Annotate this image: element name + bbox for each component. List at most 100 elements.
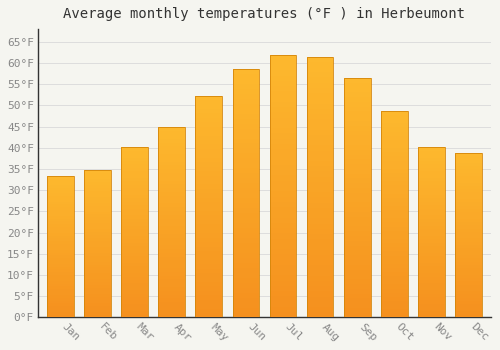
- Bar: [196, 256, 222, 260]
- Bar: [270, 233, 296, 239]
- Bar: [232, 258, 259, 263]
- Bar: [47, 238, 74, 241]
- Bar: [232, 69, 259, 74]
- Bar: [381, 144, 407, 148]
- Bar: [306, 119, 334, 125]
- Bar: [344, 97, 370, 102]
- Bar: [381, 214, 407, 218]
- Bar: [306, 125, 334, 130]
- Bar: [232, 119, 259, 124]
- Bar: [158, 230, 185, 234]
- Bar: [196, 238, 222, 242]
- Bar: [47, 179, 74, 182]
- Bar: [455, 288, 482, 291]
- Bar: [306, 177, 334, 182]
- Bar: [196, 109, 222, 113]
- Bar: [47, 298, 74, 301]
- Bar: [158, 131, 185, 135]
- Bar: [158, 299, 185, 302]
- Bar: [418, 158, 444, 161]
- Bar: [306, 77, 334, 83]
- Bar: [344, 255, 370, 260]
- Bar: [47, 222, 74, 224]
- Bar: [121, 297, 148, 301]
- Bar: [47, 247, 74, 250]
- Bar: [232, 208, 259, 213]
- Bar: [196, 105, 222, 109]
- Bar: [158, 184, 185, 188]
- Bar: [232, 273, 259, 278]
- Bar: [47, 176, 74, 317]
- Bar: [47, 275, 74, 278]
- Bar: [158, 166, 185, 169]
- Bar: [270, 165, 296, 170]
- Bar: [381, 156, 407, 161]
- Bar: [306, 302, 334, 307]
- Bar: [84, 291, 111, 294]
- Bar: [84, 309, 111, 312]
- Bar: [84, 217, 111, 220]
- Bar: [121, 222, 148, 226]
- Bar: [418, 171, 444, 175]
- Bar: [158, 223, 185, 226]
- Bar: [381, 297, 407, 301]
- Bar: [418, 164, 444, 168]
- Bar: [270, 55, 296, 317]
- Bar: [84, 185, 111, 188]
- Bar: [344, 212, 370, 217]
- Bar: [455, 173, 482, 176]
- Bar: [84, 244, 111, 247]
- Bar: [418, 266, 444, 270]
- Bar: [418, 232, 444, 236]
- Bar: [196, 295, 222, 300]
- Bar: [455, 196, 482, 199]
- Bar: [381, 247, 407, 251]
- Bar: [158, 226, 185, 230]
- Bar: [455, 308, 482, 311]
- Bar: [84, 238, 111, 241]
- Bar: [47, 236, 74, 238]
- Bar: [47, 207, 74, 210]
- Bar: [84, 211, 111, 215]
- Bar: [306, 307, 334, 312]
- Bar: [196, 251, 222, 256]
- Bar: [455, 183, 482, 186]
- Bar: [158, 154, 185, 158]
- Bar: [344, 289, 370, 294]
- Bar: [270, 133, 296, 139]
- Bar: [121, 280, 148, 284]
- Bar: [158, 219, 185, 223]
- Bar: [381, 301, 407, 305]
- Bar: [306, 83, 334, 88]
- Bar: [121, 178, 148, 181]
- Bar: [344, 140, 370, 145]
- Bar: [84, 232, 111, 235]
- Bar: [381, 235, 407, 239]
- Bar: [381, 251, 407, 256]
- Bar: [381, 119, 407, 123]
- Bar: [344, 150, 370, 155]
- Bar: [232, 228, 259, 233]
- Bar: [381, 177, 407, 181]
- Bar: [270, 65, 296, 70]
- Bar: [121, 209, 148, 212]
- Bar: [306, 166, 334, 172]
- Bar: [47, 250, 74, 252]
- Bar: [196, 175, 222, 180]
- Bar: [455, 235, 482, 238]
- Bar: [84, 173, 111, 176]
- Bar: [47, 176, 74, 179]
- Bar: [232, 223, 259, 228]
- Bar: [455, 301, 482, 304]
- Bar: [418, 294, 444, 297]
- Bar: [121, 307, 148, 311]
- Bar: [47, 252, 74, 256]
- Bar: [84, 170, 111, 173]
- Bar: [455, 275, 482, 278]
- Bar: [344, 83, 370, 88]
- Bar: [47, 230, 74, 233]
- Bar: [455, 271, 482, 275]
- Bar: [121, 314, 148, 317]
- Bar: [306, 260, 334, 265]
- Bar: [344, 298, 370, 303]
